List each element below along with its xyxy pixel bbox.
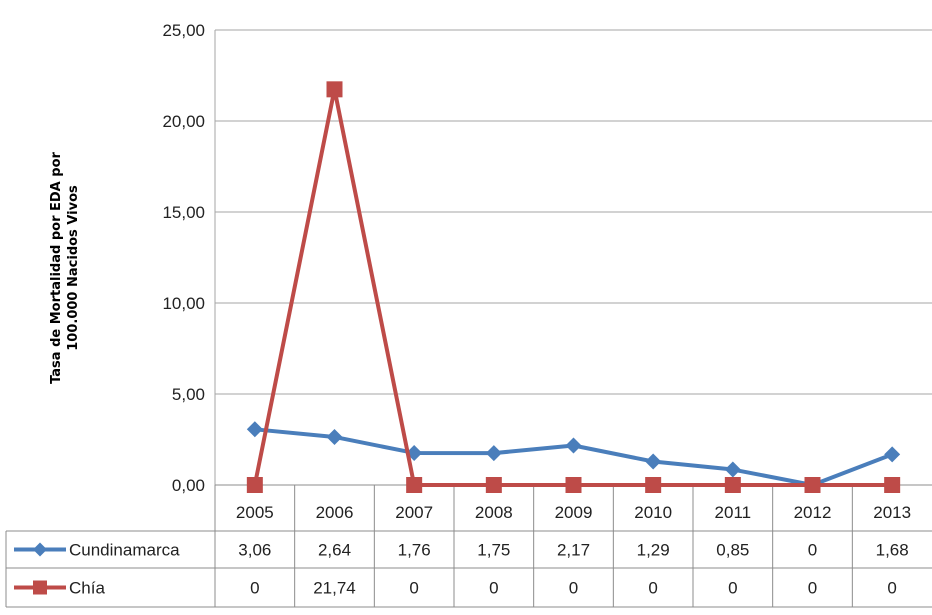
y-axis-label-line: 100.000 Nacidos Vivos xyxy=(66,185,81,351)
table-cell-value: 2,17 xyxy=(557,541,590,560)
x-tick-label: 2012 xyxy=(794,503,832,522)
table-cell-value: 0 xyxy=(569,579,578,598)
table-cell-value: 3,06 xyxy=(238,541,271,560)
x-tick-label: 2013 xyxy=(873,503,911,522)
data-point xyxy=(804,477,821,493)
table-cell-value: 1,29 xyxy=(637,541,670,560)
table-cell-value: 1,68 xyxy=(876,541,909,560)
data-point xyxy=(326,428,343,445)
table-cell-value: 2,64 xyxy=(318,541,351,560)
y-tick-label: 10,00 xyxy=(162,294,205,313)
x-tick-label: 2007 xyxy=(395,503,433,522)
table-cell-value: 0 xyxy=(728,579,737,598)
data-point xyxy=(406,477,423,493)
y-axis-label-line: Tasa de Mortalidad por EDA por xyxy=(49,152,64,384)
data-point xyxy=(565,477,582,493)
table-cell-value: 1,75 xyxy=(477,541,510,560)
x-tick-label: 2006 xyxy=(316,503,354,522)
x-tick-label: 2005 xyxy=(236,503,274,522)
x-tick-label: 2011 xyxy=(715,503,752,522)
data-point xyxy=(246,477,263,493)
legend-series-name: Cundinamarca xyxy=(69,541,180,560)
data-point xyxy=(724,461,741,478)
data-point xyxy=(884,446,901,463)
table-cell-value: 0,85 xyxy=(716,541,749,560)
data-point xyxy=(565,437,582,454)
table-cell-value: 0 xyxy=(409,579,418,598)
x-tick-label: 2009 xyxy=(555,503,593,522)
data-point xyxy=(246,421,263,438)
data-point xyxy=(884,477,901,493)
data-point xyxy=(485,445,502,462)
legend-marker xyxy=(33,542,47,557)
y-tick-label: 20,00 xyxy=(162,112,205,131)
x-tick-label: 2008 xyxy=(475,503,513,522)
table-cell-value: 0 xyxy=(489,579,498,598)
legend-series-name: Chía xyxy=(69,579,105,598)
y-tick-label: 25,00 xyxy=(162,21,205,40)
data-point xyxy=(645,477,662,493)
series-line xyxy=(252,87,893,487)
data-point xyxy=(724,477,741,493)
data-point xyxy=(485,477,502,493)
table-cell-value: 0 xyxy=(250,579,259,598)
y-tick-label: 15,00 xyxy=(162,203,205,222)
data-point xyxy=(326,81,343,98)
y-tick-label: 0,00 xyxy=(172,476,205,495)
table-cell-value: 0 xyxy=(808,541,817,560)
table-cell-value: 0 xyxy=(808,579,817,598)
table-cell-value: 21,74 xyxy=(313,579,356,598)
legend-marker xyxy=(33,580,47,595)
y-axis-label: Tasa de Mortalidad por EDA por 100.000 Na… xyxy=(49,152,81,384)
table-cell-value: 0 xyxy=(648,579,657,598)
table-cell-value: 1,76 xyxy=(398,541,431,560)
x-tick-label: 2010 xyxy=(634,503,672,522)
y-tick-label: 5,00 xyxy=(172,385,205,404)
data-point xyxy=(645,453,662,470)
table-cell-value: 0 xyxy=(887,579,896,598)
